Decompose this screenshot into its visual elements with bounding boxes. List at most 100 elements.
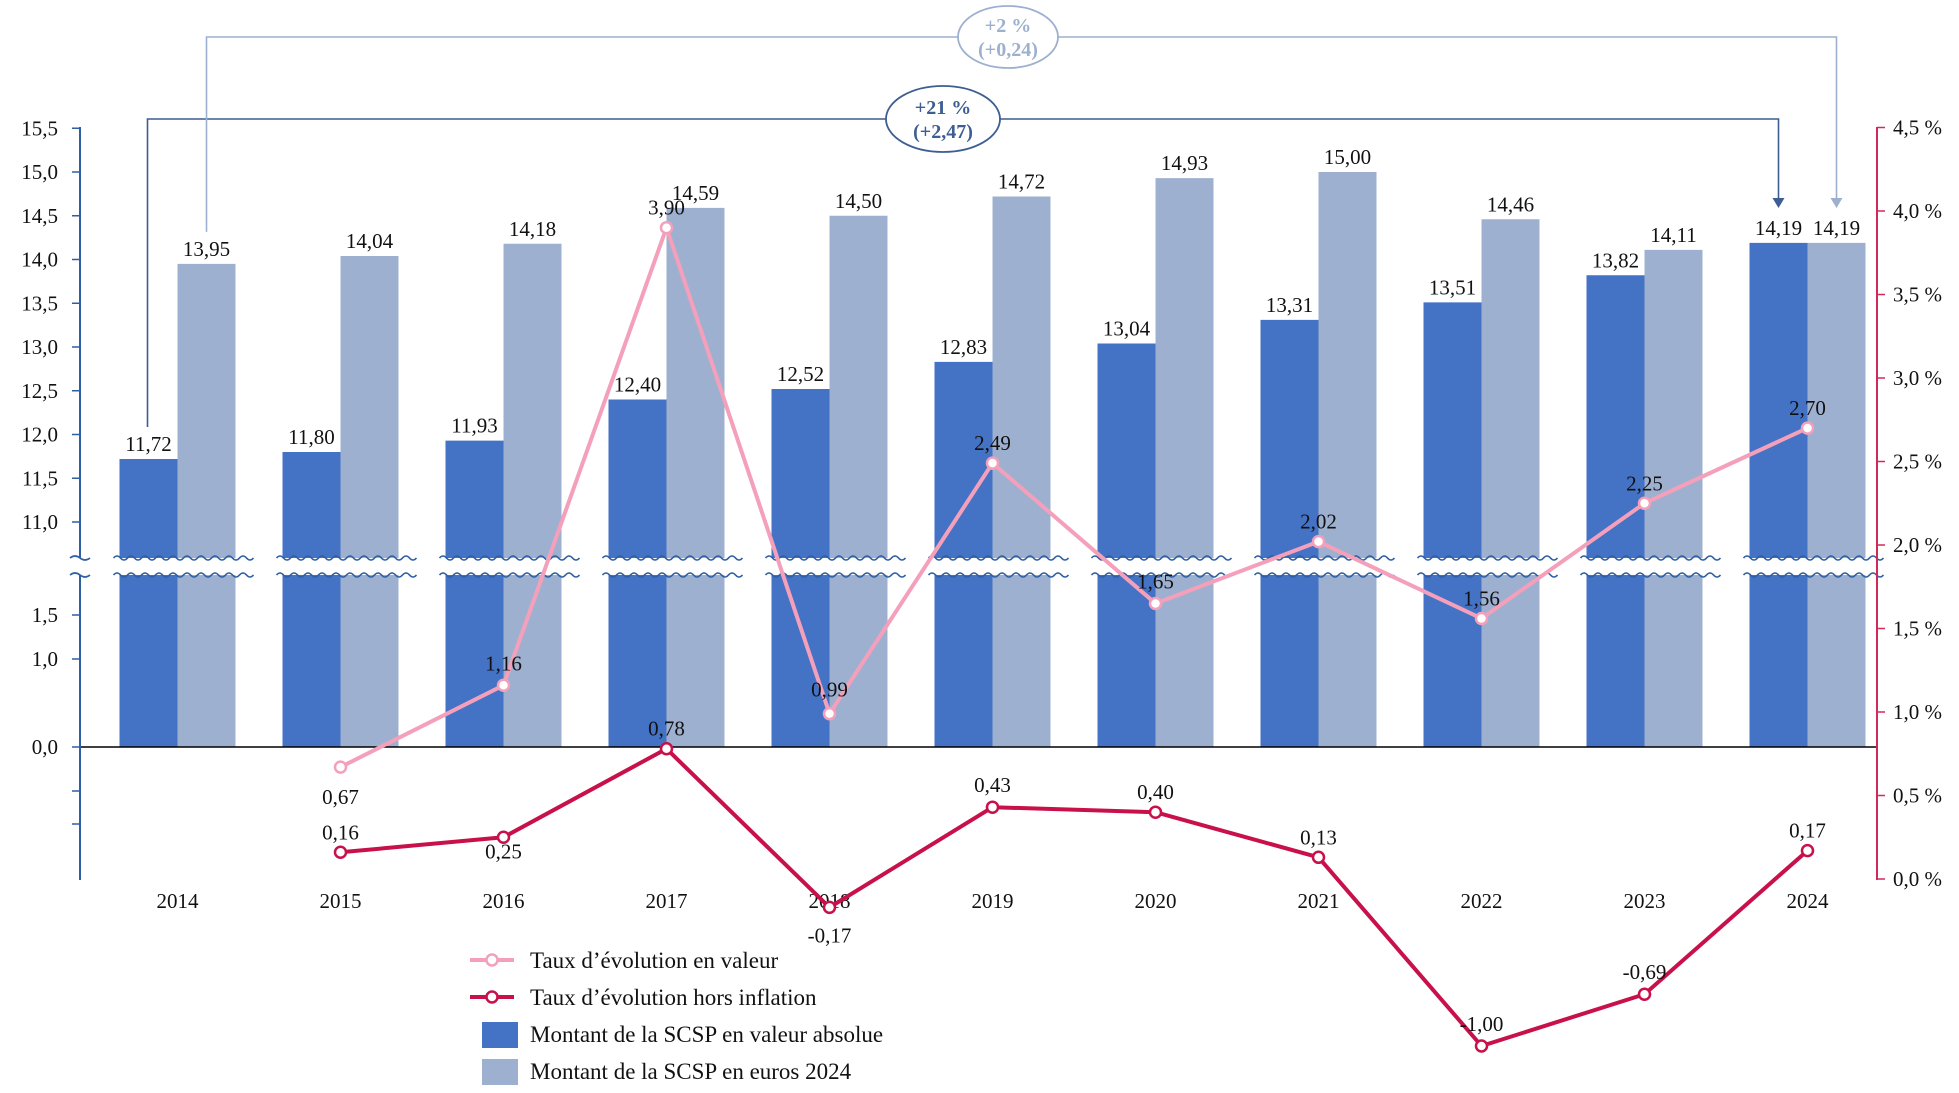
- bar-data-label: 14,93: [1161, 151, 1208, 175]
- x-axis-label: 2015: [320, 889, 362, 913]
- point-taux-hors-inflation: [822, 900, 837, 915]
- label-taux-hors-inflation: -0,17: [808, 923, 852, 947]
- right-axis-tick-label: 4,0 %: [1893, 199, 1942, 223]
- bar-data-label: 14,50: [835, 189, 882, 213]
- label-taux-hors-inflation: 0,25: [485, 839, 522, 863]
- legend-swatch-bar: [482, 1059, 518, 1085]
- label-taux-hors-inflation: -1,00: [1460, 1012, 1504, 1036]
- bar-valeur-absolue: [282, 452, 341, 747]
- bar-data-label: 12,52: [777, 362, 824, 386]
- axis-break-wave: [438, 555, 581, 561]
- point-taux-hors-inflation: [659, 741, 674, 756]
- bar-valeur-absolue: [934, 361, 993, 747]
- point-taux-valeur: [985, 456, 1000, 470]
- axis-break-band: [1417, 558, 1546, 575]
- right-axis-tick-label: 0,5 %: [1893, 784, 1942, 808]
- point-taux-valeur: [659, 220, 674, 235]
- axis-break-wave: [601, 555, 744, 561]
- bar-euros-2024: [177, 263, 236, 747]
- point-taux-valeur: [496, 678, 511, 693]
- bar-valeur-absolue: [1423, 302, 1482, 747]
- axis-break-wave: [1090, 555, 1233, 561]
- bar-euros-2024: [1807, 242, 1866, 747]
- point-taux-hors-inflation: [1148, 805, 1163, 819]
- bar-data-label: 14,46: [1487, 192, 1534, 216]
- left-axis-tick-label: 0,0: [32, 735, 58, 759]
- axis-break-wave: [275, 572, 418, 578]
- legend-swatch-marker: [485, 990, 499, 1004]
- left-axis-tick-label: 1,0: [32, 647, 58, 671]
- x-axis-label: 2019: [972, 889, 1014, 913]
- axis-break-wave: [438, 572, 581, 578]
- line-taux-valeur: [339, 225, 1809, 769]
- label-taux-valeur: 0,67: [322, 785, 359, 809]
- bar-data-label: 14,59: [672, 181, 719, 205]
- left-axis-tick-label: 12,0: [21, 423, 58, 447]
- bar-valeur-absolue: [1260, 319, 1319, 747]
- bar-data-label: 11,72: [125, 432, 171, 456]
- axis-break-wave: [1742, 555, 1885, 561]
- label-taux-hors-inflation: 0,78: [648, 717, 685, 741]
- label-taux-hors-inflation: -0,69: [1623, 960, 1667, 984]
- legend-label: Taux d’évolution hors inflation: [530, 985, 817, 1010]
- bar-data-label: 13,31: [1266, 293, 1313, 317]
- label-taux-hors-inflation: 0,43: [974, 773, 1011, 797]
- axis-break-band: [113, 558, 242, 575]
- bar-euros-2024: [1481, 219, 1540, 747]
- point-taux-valeur: [1148, 596, 1163, 611]
- axis-break-band: [1091, 558, 1220, 575]
- axis-break-wave: [601, 572, 744, 578]
- point-taux-valeur: [333, 760, 348, 774]
- label-taux-valeur: 1,56: [1463, 586, 1500, 610]
- bar-data-label: 13,82: [1592, 248, 1639, 272]
- bar-data-label: 12,40: [614, 373, 661, 397]
- bar-euros-2024: [666, 207, 725, 747]
- label-taux-hors-inflation: 0,17: [1789, 819, 1826, 843]
- right-axis-tick-label: 3,5 %: [1893, 283, 1942, 307]
- x-axis-label: 2022: [1461, 889, 1503, 913]
- left-axis-tick-label: 13,0: [21, 335, 58, 359]
- point-taux-hors-inflation: [1311, 850, 1326, 865]
- point-taux-valeur: [1637, 496, 1652, 510]
- axis-break-band: [1254, 558, 1383, 575]
- axis-break-wave: [112, 555, 255, 561]
- bar-data-label: 13,04: [1103, 317, 1151, 341]
- axis-break-wave: [1579, 572, 1722, 578]
- bar-data-label: 11,93: [451, 414, 497, 438]
- label-taux-valeur: 2,70: [1789, 396, 1826, 420]
- point-taux-hors-inflation: [1800, 843, 1815, 858]
- bar-data-label: 15,00: [1324, 145, 1371, 169]
- bar-euros-2024: [829, 215, 888, 747]
- x-axis-label: 2014: [157, 889, 200, 913]
- point-taux-valeur: [1474, 611, 1489, 626]
- bar-data-label: 14,04: [346, 229, 394, 253]
- legend-label: Montant de la SCSP en euros 2024: [530, 1059, 852, 1084]
- label-taux-hors-inflation: 0,40: [1137, 780, 1174, 804]
- legend-swatch-marker: [485, 953, 499, 967]
- right-axis-tick-label: 2,0 %: [1893, 533, 1942, 557]
- left-axis-tick-label: 15,0: [21, 160, 58, 184]
- right-axis-tick-label: 4,5 %: [1893, 116, 1942, 140]
- x-axis-label: 2016: [483, 889, 525, 913]
- label-taux-valeur: 0,99: [811, 678, 848, 702]
- point-taux-hors-inflation: [333, 845, 348, 860]
- x-axis-label: 2021: [1298, 889, 1340, 913]
- axis-break-wave: [1416, 555, 1559, 561]
- axis-break-band: [276, 558, 405, 575]
- bar-data-label: 13,51: [1429, 275, 1476, 299]
- axis-break-wave: [927, 572, 1070, 578]
- left-axis-tick-label: 14,5: [21, 204, 58, 228]
- bar-euros-2024: [1318, 172, 1377, 747]
- axis-break-band: [765, 558, 894, 575]
- right-axis-tick-label: 1,5 %: [1893, 617, 1942, 641]
- left-axis-tick-label: 14,0: [21, 248, 58, 272]
- bar-valeur-absolue: [1097, 343, 1156, 747]
- axis-break-wave: [1090, 572, 1233, 578]
- legend-label: Taux d’évolution en valeur: [530, 948, 778, 973]
- bracket-arrow-valeur-absolue: [1772, 198, 1785, 208]
- bar-data-label: 11,80: [288, 425, 334, 449]
- point-taux-hors-inflation: [1637, 987, 1652, 1001]
- bar-data-label: 14,19: [1813, 216, 1860, 240]
- label-taux-valeur: 2,49: [974, 431, 1011, 455]
